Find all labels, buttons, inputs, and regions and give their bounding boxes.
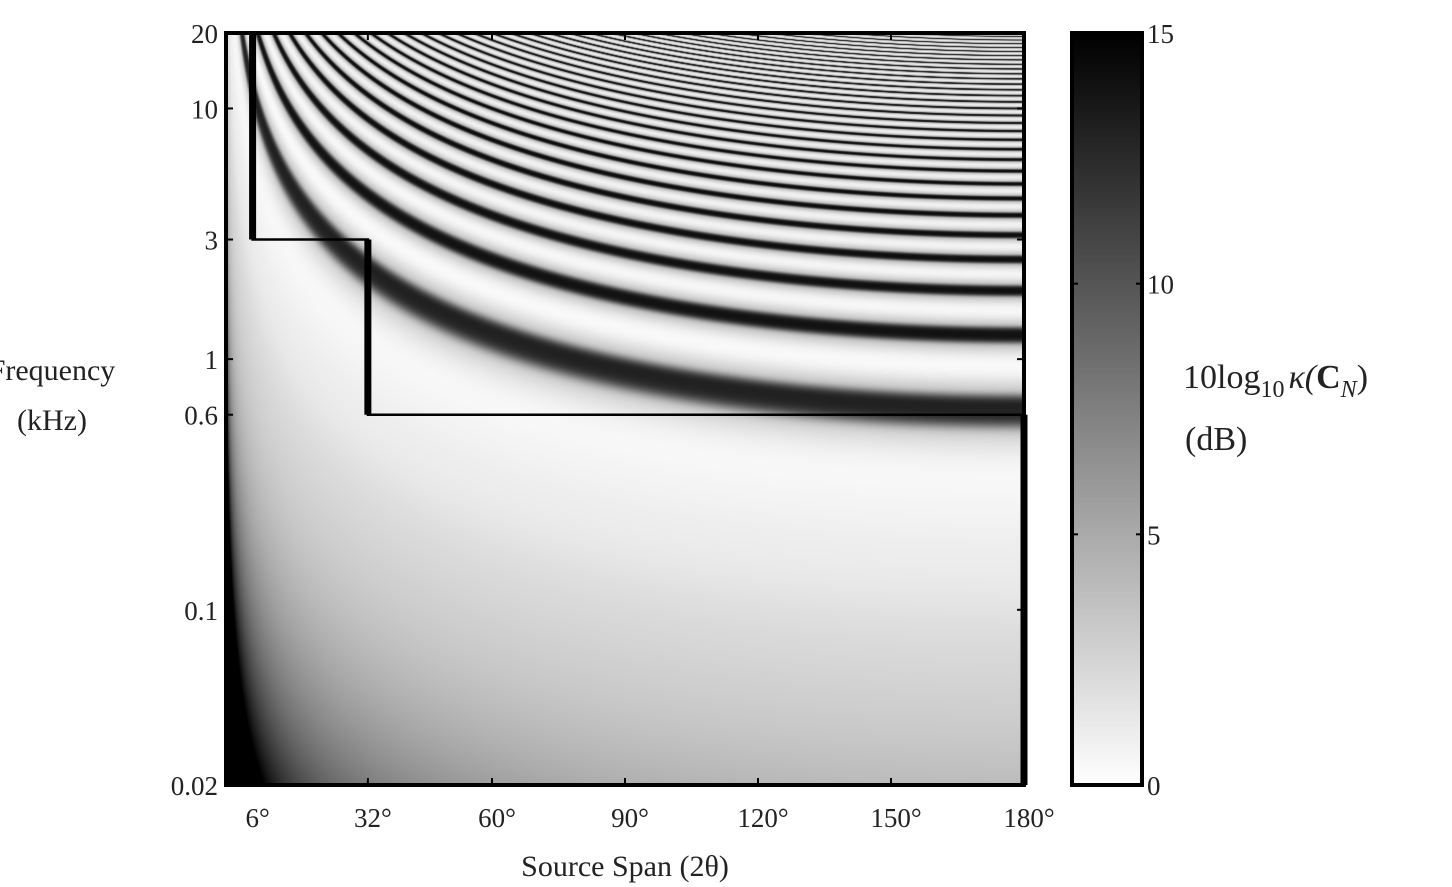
colorbar-tick-label: 5	[1147, 520, 1161, 550]
y-tick-label: 10	[191, 94, 218, 124]
colorbar-tick-label: 0	[1147, 771, 1161, 801]
x-tick-label: 150°	[870, 803, 921, 833]
boundary-vertical-segments	[249, 33, 1028, 785]
y-axis-ticks: 0.02 0.1 0.6 1 3 10 20	[171, 19, 1024, 801]
colorbar-label-main: 10log	[1183, 359, 1260, 396]
y-tick-label: 0.6	[184, 401, 218, 431]
colorbar-label-close: )	[1357, 359, 1368, 396]
colorbar-tick-label: 15	[1147, 19, 1174, 49]
x-tick-label: 6°	[245, 803, 269, 833]
colorbar-label-kappa: κ(	[1288, 359, 1318, 396]
x-tick-label: 180°	[1003, 803, 1054, 833]
y-tick-label: 3	[205, 226, 219, 256]
colorbar-tick-label: 10	[1147, 270, 1174, 300]
plot-frame	[224, 31, 1026, 787]
x-tick-label: 120°	[737, 803, 788, 833]
y-axis-label-line2: (kHz)	[17, 404, 87, 437]
y-tick-label: 1	[205, 345, 219, 375]
colorbar-unit: (dB)	[1185, 421, 1247, 458]
y-tick-label: 0.1	[184, 596, 218, 626]
y-axis-label-line1: Frequency	[0, 354, 115, 387]
x-axis-ticks: 6° 32° 60° 90° 120° 150° 180°	[245, 33, 1055, 833]
colorbar-frame	[1070, 31, 1144, 787]
colorbar-gradient	[1072, 33, 1142, 785]
y-tick-label: 20	[191, 19, 218, 49]
x-tick-label: 90°	[611, 803, 649, 833]
colorbar-label-sub: 10	[1260, 377, 1284, 403]
y-tick-label: 0.02	[171, 771, 218, 801]
x-tick-label: 60°	[478, 803, 516, 833]
x-axis-label: Source Span (2θ)	[521, 850, 729, 883]
colorbar-label: 10log10 κ(CN)	[1183, 359, 1368, 403]
x-tick-label: 32°	[354, 803, 392, 833]
colorbar-label-bold: C	[1316, 359, 1341, 396]
heatmap-image	[226, 33, 1024, 785]
colorbar-ticks: 0 5 10 15	[1072, 19, 1174, 801]
colorbar-label-subn: N	[1340, 377, 1359, 403]
